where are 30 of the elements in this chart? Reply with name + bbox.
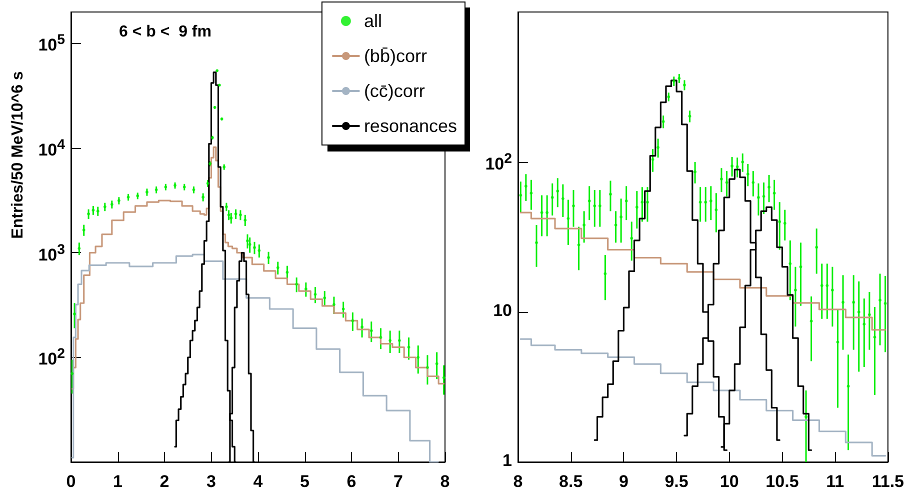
x-tick-label: 10.5 — [766, 472, 799, 491]
annotation: 6 < b < 9 fm — [119, 24, 212, 40]
legend-label: resonances — [364, 116, 458, 136]
legend-label: (cc̄)corr — [364, 81, 425, 101]
y-tick-label: 10$^{5}$ — [38, 32, 65, 56]
x-tick-label: 9 — [618, 472, 628, 491]
x-tick-label: 2 — [160, 472, 170, 491]
x-tick-label: 3 — [206, 472, 216, 491]
x-tick-label: 8 — [440, 472, 450, 491]
x-tick-label: 8.5 — [559, 472, 583, 491]
legend-label: all — [364, 11, 382, 31]
y-axis-title: Entries/50 MeV/10^6 s — [10, 71, 26, 239]
x-tick-label: 1 — [113, 472, 122, 491]
y-tick-label: 10$^{2}$ — [38, 346, 65, 370]
x-tick-label: 5 — [300, 472, 310, 491]
y-tick-label: 1 — [502, 451, 512, 472]
x-tick-label: 4 — [253, 472, 264, 491]
x-tick-label: 7 — [394, 472, 403, 491]
x-tick-label: 6 — [346, 472, 356, 491]
y-tick-label: 10$^{3}$ — [38, 242, 65, 264]
x-tick-label: 11 — [826, 472, 844, 491]
x-tick-label: 9.5 — [664, 472, 688, 491]
legend-label: (bb̄)corr — [364, 46, 427, 66]
x-tick-label: 0 — [66, 472, 76, 491]
x-tick-label: 10 — [720, 472, 739, 491]
y-tick-label: 10 — [493, 301, 512, 322]
y-tick-label: 10$^{4}$ — [38, 137, 65, 160]
y-tick-label: 10$^{2}$ — [485, 151, 512, 174]
x-tick-label: 11.5 — [872, 472, 904, 491]
x-tick-label: 8 — [513, 472, 523, 491]
